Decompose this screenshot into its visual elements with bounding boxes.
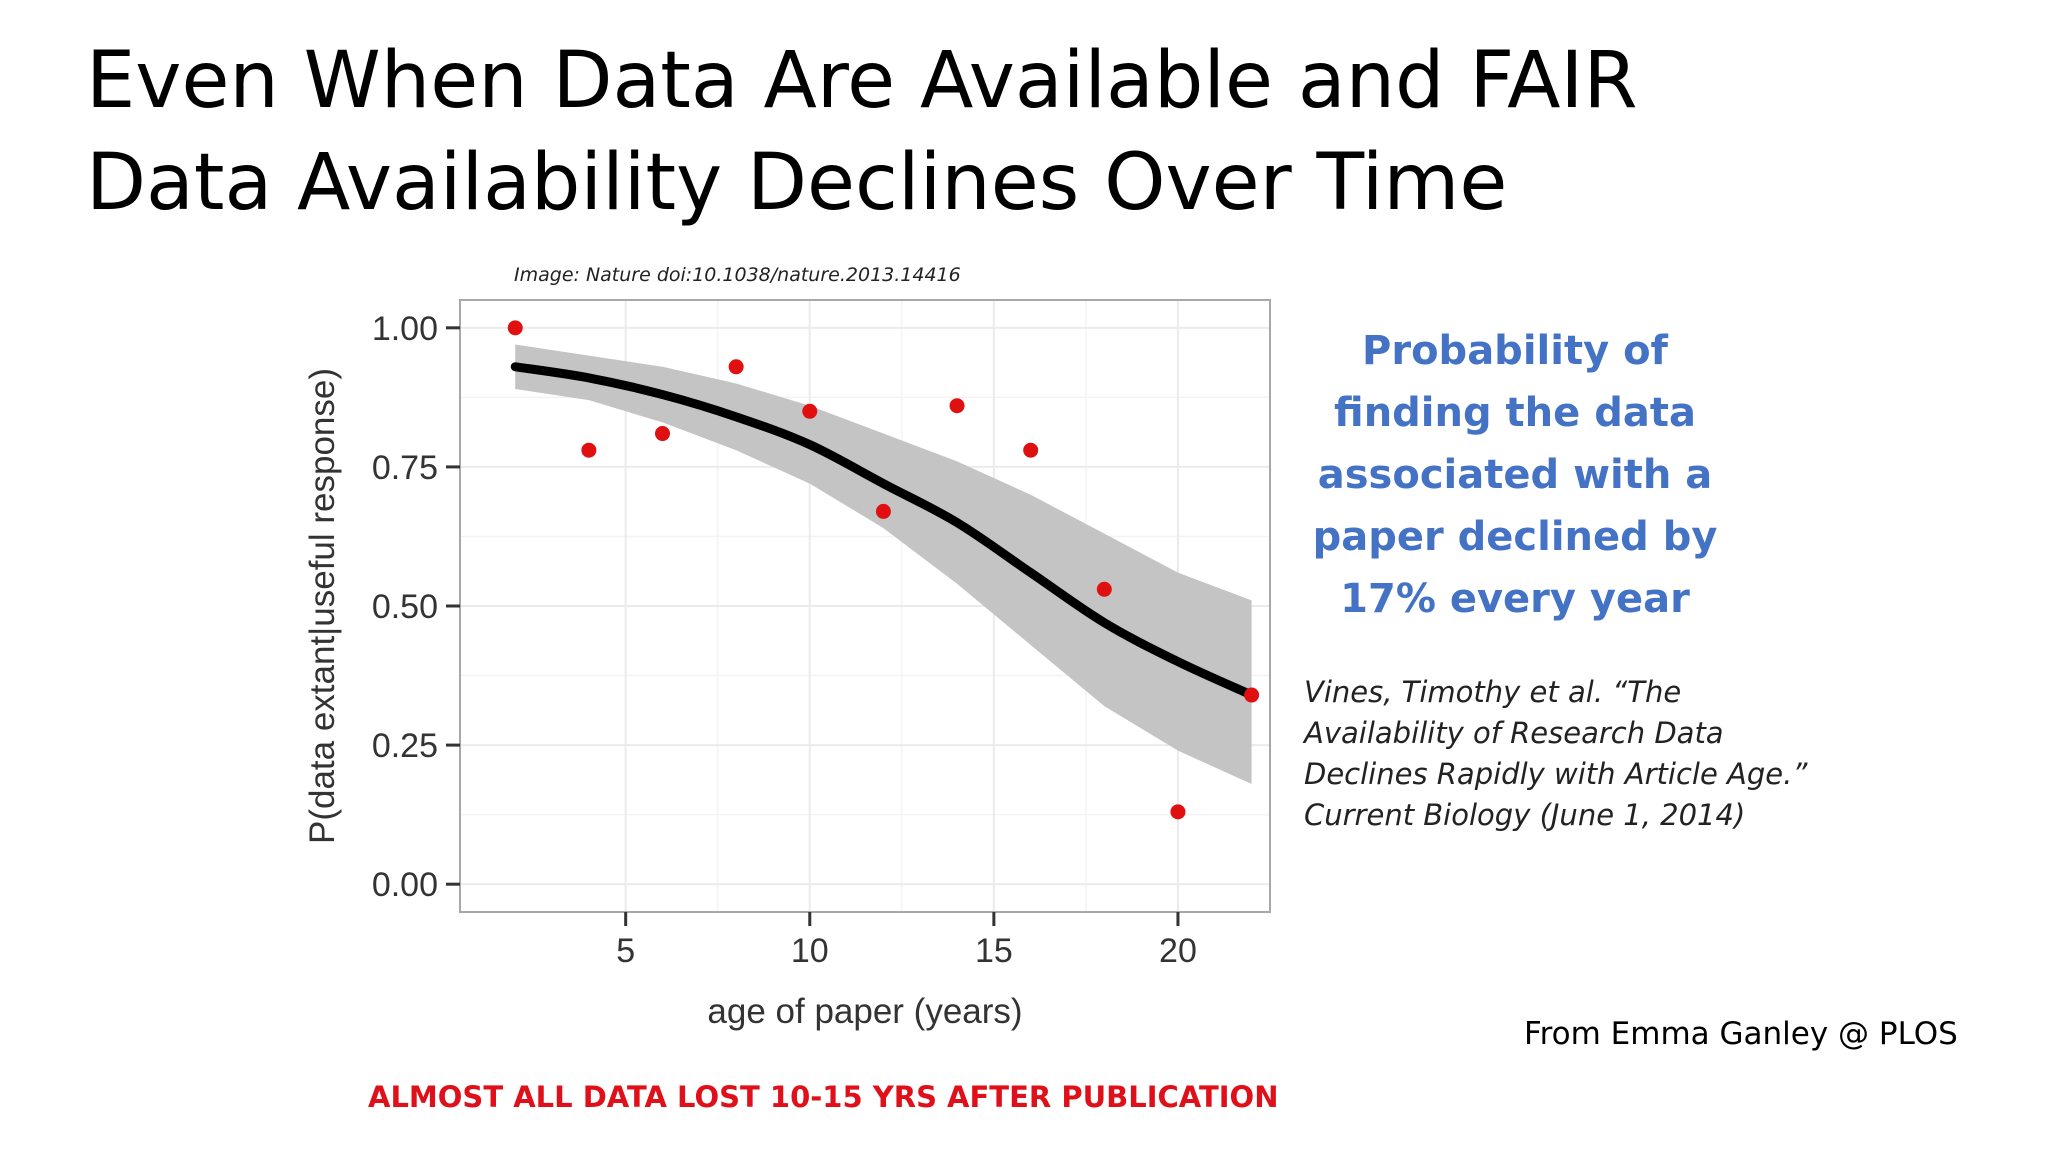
y-tick-label: 0.75 [372,449,438,487]
citation-line-3: Declines Rapidly with Article Age.” [1304,757,1808,791]
highlight-line-4: paper declined by [1312,514,1718,560]
data-point [1096,581,1112,597]
y-tick-label: 0.25 [372,727,438,765]
x-tick-label: 10 [791,932,829,970]
data-point [655,426,670,442]
highlight-line-5: 17% every year [1340,576,1690,622]
warning-text: ALMOST ALL DATA LOST 10-15 YRS AFTER PUB… [368,1080,1279,1114]
data-points [507,320,1260,820]
highlight-line-3: associated with a [1317,452,1713,498]
data-point [728,359,744,375]
highlight-line-2: finding the data [1334,390,1696,436]
y-axis-label: P(data extant|useful response) [303,368,342,844]
axes: 0.00 0.25 0.50 0.75 1.00 5 10 15 20 [372,310,1197,970]
citation-line-1: Vines, Timothy et al. “The [1304,675,1682,709]
data-point [581,442,597,458]
data-point [875,503,891,519]
source-credit: From Emma Ganley @ PLOS [1524,1016,1958,1052]
x-axis-label: age of paper (years) [707,992,1022,1031]
image-credit: Image: Nature doi:10.1038/nature.2013.14… [514,264,961,286]
highlight-line-1: Probability of [1362,328,1668,374]
data-point [507,320,523,336]
data-point [802,403,818,419]
y-tick-label: 1.00 [372,310,438,348]
data-point [1023,442,1039,458]
confidence-band [515,344,1252,785]
x-tick-label: 15 [975,932,1013,970]
slide-title: Even When Data Are Available and FAIR Da… [86,30,1886,234]
y-tick-label: 0.50 [372,588,438,626]
citation: Vines, Timothy et al. “The Availability … [1304,672,1824,836]
citation-line-2: Availability of Research Data [1304,716,1724,750]
slide-title-line-1: Even When Data Are Available and FAIR [86,36,1638,126]
data-point [949,398,965,414]
fit-line [510,362,1257,700]
citation-line-4: Current Biology (June 1, 2014) [1304,798,1746,832]
data-point [1244,687,1260,703]
x-tick-label: 5 [616,932,635,970]
data-point [1170,804,1186,820]
y-tick-label: 0.00 [372,866,438,904]
x-tick-label: 20 [1159,932,1197,970]
slide-title-line-2: Data Availability Declines Over Time [86,138,1508,228]
availability-chart: 0.00 0.25 0.50 0.75 1.00 5 10 15 20 age of paper… [303,299,1271,1031]
highlight-statement: Probability of finding the data associat… [1300,320,1730,630]
